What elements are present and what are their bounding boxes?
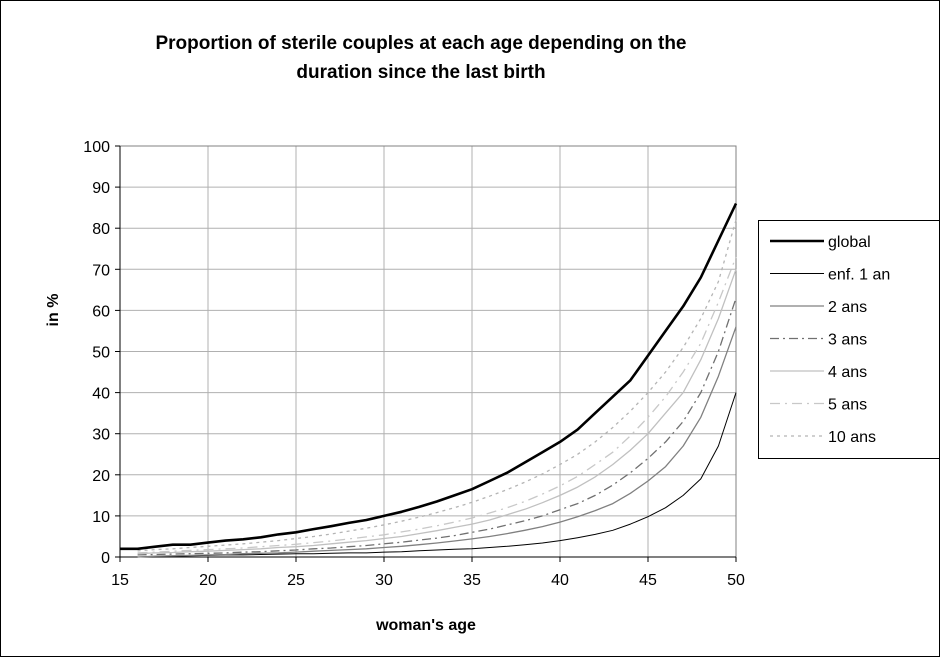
- x-tick-label: 15: [111, 572, 129, 589]
- x-tick-label: 45: [639, 572, 657, 589]
- legend-label: enf. 1 an: [828, 267, 890, 284]
- y-tick-label: 80: [92, 221, 110, 238]
- x-tick-label: 30: [375, 572, 393, 589]
- x-tick-label: 20: [199, 572, 217, 589]
- y-tick-label: 10: [92, 509, 110, 526]
- x-tick-label: 40: [551, 572, 569, 589]
- x-axis-label: woman's age: [376, 617, 476, 634]
- y-tick-label: 60: [92, 303, 110, 320]
- legend-label: 4 ans: [828, 364, 867, 381]
- legend-box: [758, 220, 940, 459]
- legend-label: 10 ans: [828, 429, 876, 446]
- series-line-7: [137, 219, 737, 552]
- legend-label: 2 ans: [828, 299, 867, 316]
- y-tick-label: 70: [92, 262, 110, 279]
- legend-label: 3 ans: [828, 332, 867, 349]
- series-line-4: [137, 297, 737, 556]
- chart-title-line2: duration since the last birth: [296, 62, 546, 83]
- x-tick-label: 50: [727, 572, 745, 589]
- series-line-5: [137, 269, 737, 555]
- y-tick-label: 90: [92, 180, 110, 197]
- chart-title-line1: Proportion of sterile couples at each ag…: [155, 33, 687, 54]
- y-tick-label: 100: [83, 139, 110, 156]
- chart-title: Proportion of sterile couples at each ag…: [81, 29, 761, 87]
- x-tick-label: 35: [463, 572, 481, 589]
- y-tick-label: 30: [92, 427, 110, 444]
- series-line-1: [120, 202, 738, 551]
- y-tick-label: 50: [92, 345, 110, 362]
- series-line-2: [137, 392, 737, 558]
- legend-label: 5 ans: [828, 397, 867, 414]
- legend-label: global: [828, 234, 871, 251]
- x-tick-label: 25: [287, 572, 305, 589]
- y-tick-label: 20: [92, 468, 110, 485]
- y-tick-label: 40: [92, 386, 110, 403]
- series-line-6: [137, 256, 737, 554]
- series-line-3: [137, 326, 737, 558]
- y-tick-label: 0: [101, 550, 110, 567]
